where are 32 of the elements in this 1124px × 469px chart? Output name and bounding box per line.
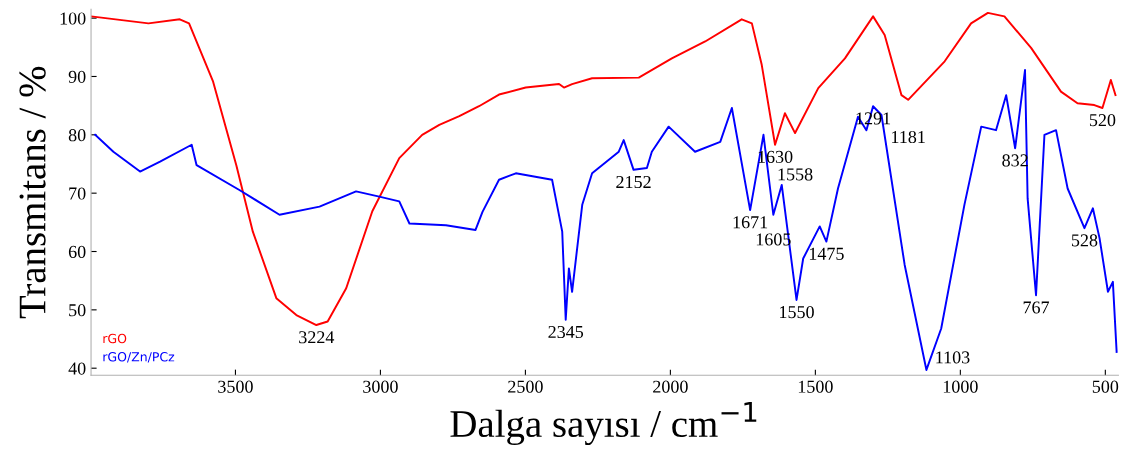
- y-tick-label: 50: [69, 304, 86, 317]
- line-series: [91, 11, 1117, 326]
- text: rGO: [103, 333, 127, 344]
- x-tick-label: 500: [1092, 380, 1119, 393]
- annotation: 3224: [299, 331, 335, 344]
- y-tick-label: 80: [68, 129, 86, 142]
- annotation: 1103: [936, 351, 970, 364]
- y-tick-label: 60: [68, 245, 86, 258]
- text: rGO/Zn/PCz: [103, 352, 175, 363]
- annotation: 767: [1023, 301, 1050, 314]
- annotation: 2345: [548, 325, 584, 339]
- x-tick-label: 1500: [798, 380, 833, 393]
- y-tick-label: 90: [68, 70, 86, 83]
- y-tick-label: 100: [60, 12, 86, 25]
- y-axis-title: Transmitans / %: [19, 66, 46, 319]
- annotation: 520: [1089, 114, 1116, 127]
- x-tick-label: 2000: [653, 380, 688, 393]
- x-tick-label: 2500: [508, 380, 543, 393]
- annotation: 528: [1071, 234, 1098, 247]
- x-axis-title: Dalga sayısı / cm$^{−1}$: [450, 401, 757, 446]
- y-tick-label: 70: [69, 187, 86, 200]
- annotation: 1475: [809, 247, 844, 260]
- y-tick-label: 40: [68, 362, 86, 375]
- annotation: 1558: [778, 168, 813, 181]
- annotation: 1671: [733, 216, 768, 229]
- x-tick-label: 1000: [943, 380, 978, 393]
- x-tick-label: 3000: [363, 380, 398, 393]
- x-tick-label: 3500: [218, 380, 253, 393]
- annotation: 1550: [780, 306, 814, 319]
- line-series: [94, 69, 1118, 371]
- annotation: 2152: [616, 175, 651, 189]
- annotation: 1181: [892, 130, 925, 144]
